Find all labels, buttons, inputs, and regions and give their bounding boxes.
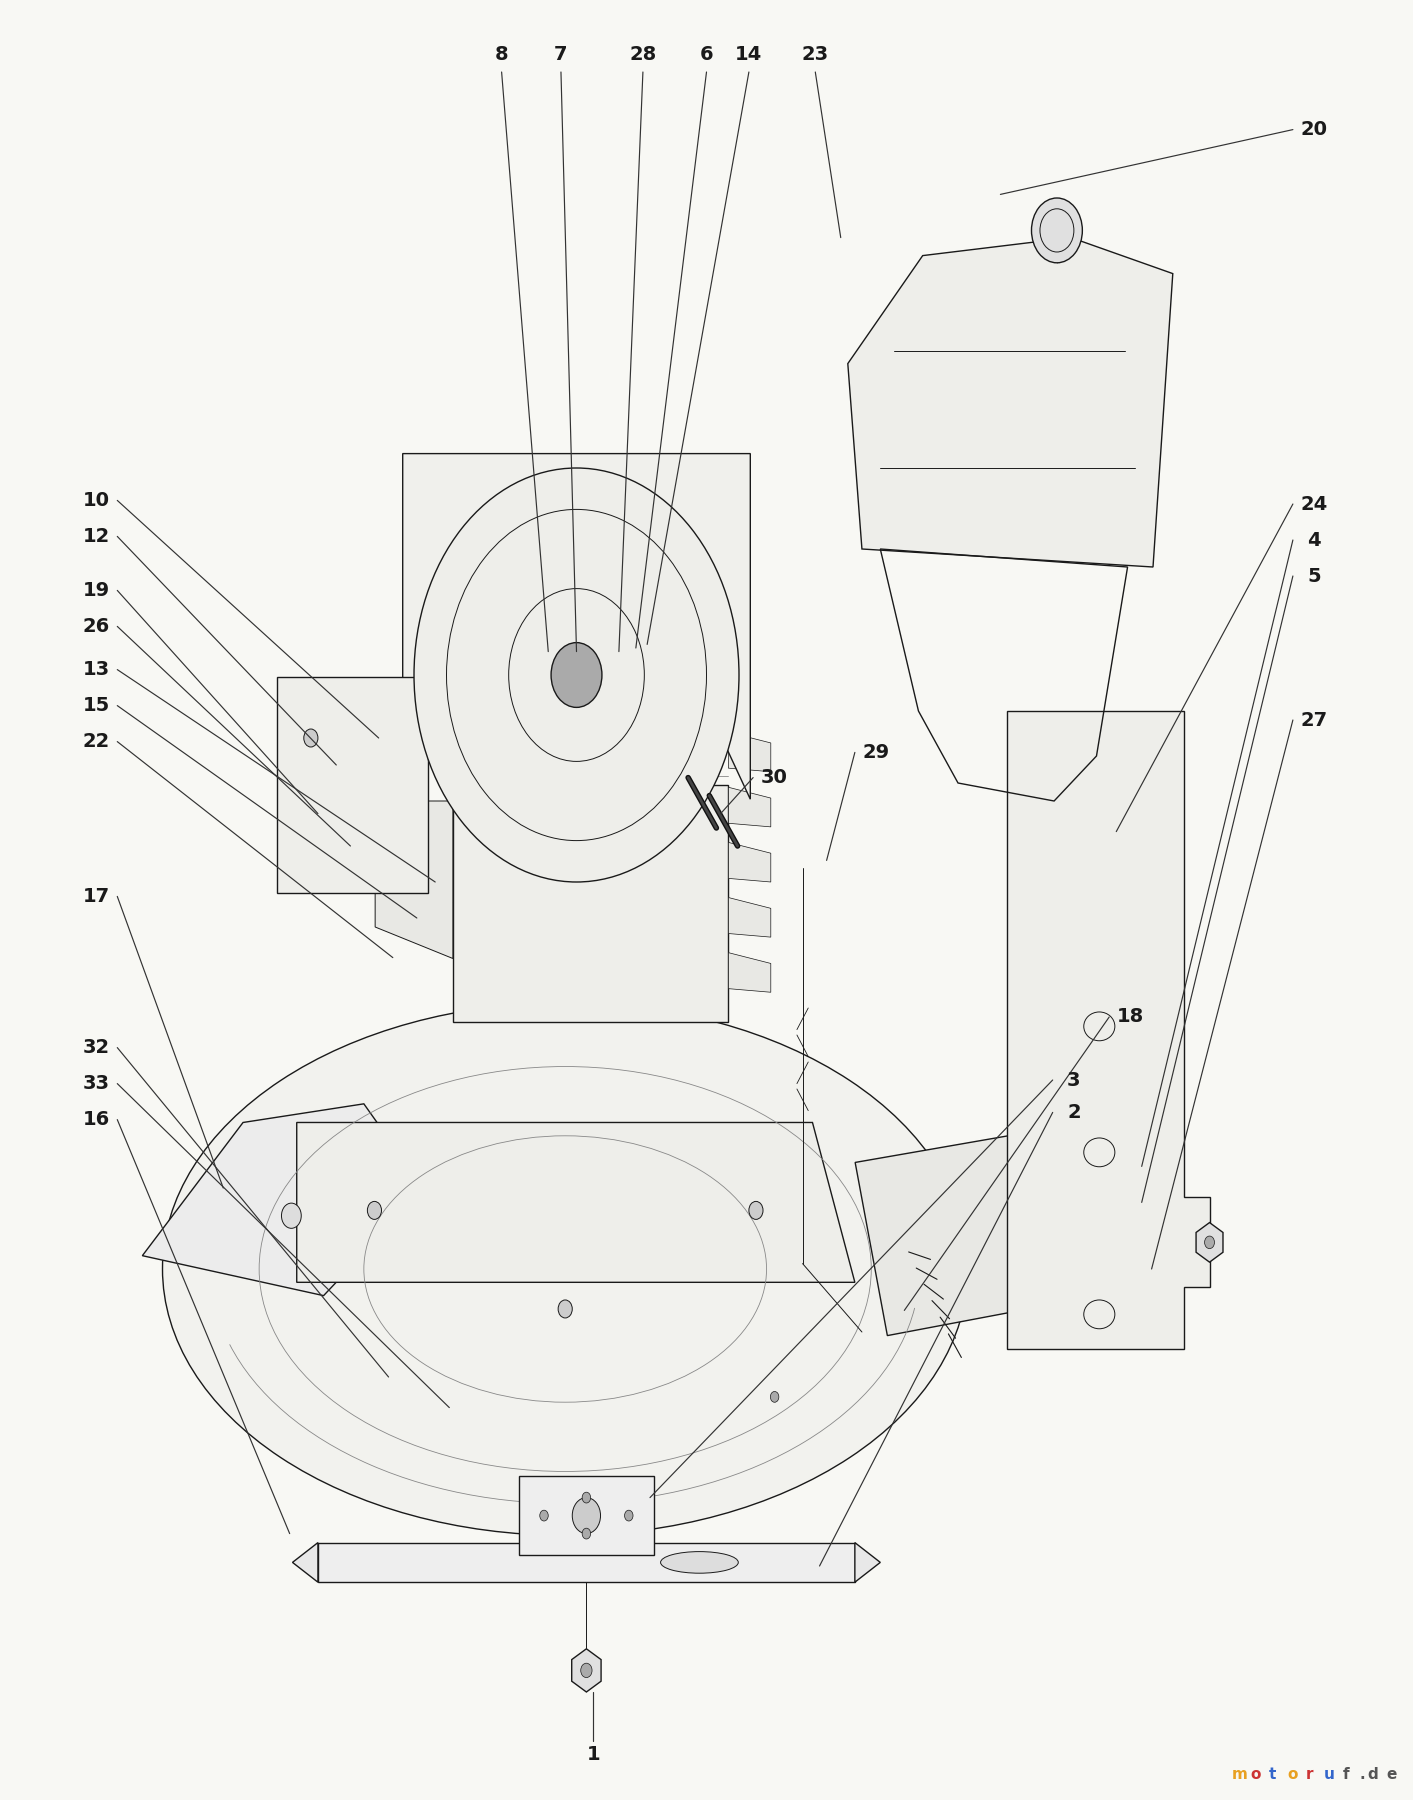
Polygon shape <box>297 1123 855 1282</box>
Polygon shape <box>143 1103 424 1296</box>
Ellipse shape <box>540 1510 548 1521</box>
Polygon shape <box>729 898 771 938</box>
Text: 6: 6 <box>699 45 714 63</box>
Ellipse shape <box>749 1201 763 1219</box>
Text: .: . <box>1359 1768 1365 1782</box>
Text: o: o <box>1251 1768 1260 1782</box>
Text: t: t <box>1269 1768 1276 1782</box>
Polygon shape <box>729 733 771 772</box>
Text: d: d <box>1368 1768 1379 1782</box>
Ellipse shape <box>162 1003 968 1535</box>
Text: 14: 14 <box>735 45 763 63</box>
Text: 27: 27 <box>1300 711 1328 729</box>
Text: 26: 26 <box>82 617 110 635</box>
Polygon shape <box>376 801 452 958</box>
Text: 19: 19 <box>82 581 110 599</box>
Ellipse shape <box>582 1492 591 1503</box>
Text: 7: 7 <box>554 45 568 63</box>
Text: 5: 5 <box>1307 567 1321 585</box>
Text: 8: 8 <box>495 45 509 63</box>
Ellipse shape <box>572 1498 601 1534</box>
Text: 29: 29 <box>862 743 890 761</box>
Text: 15: 15 <box>82 697 110 715</box>
Text: 13: 13 <box>82 661 110 679</box>
Ellipse shape <box>1031 198 1082 263</box>
Text: 23: 23 <box>801 45 829 63</box>
Text: f: f <box>1342 1768 1349 1782</box>
Polygon shape <box>277 677 428 893</box>
Text: u: u <box>1324 1768 1335 1782</box>
Ellipse shape <box>558 1300 572 1318</box>
Polygon shape <box>572 1649 601 1692</box>
Ellipse shape <box>770 1391 779 1402</box>
Text: 2: 2 <box>1067 1103 1081 1121</box>
Text: 33: 33 <box>82 1075 110 1093</box>
Ellipse shape <box>581 1663 592 1678</box>
Ellipse shape <box>1204 1237 1215 1249</box>
Ellipse shape <box>661 1552 738 1573</box>
Polygon shape <box>318 1543 855 1582</box>
Polygon shape <box>452 785 729 1022</box>
Text: 32: 32 <box>82 1039 110 1057</box>
Text: r: r <box>1306 1768 1313 1782</box>
Ellipse shape <box>304 729 318 747</box>
Polygon shape <box>848 238 1173 567</box>
Text: 16: 16 <box>82 1111 110 1129</box>
Text: o: o <box>1287 1768 1297 1782</box>
Text: 22: 22 <box>82 733 110 751</box>
Text: 1: 1 <box>586 1746 601 1764</box>
Text: 18: 18 <box>1116 1008 1145 1026</box>
Polygon shape <box>855 1543 880 1582</box>
Text: 4: 4 <box>1307 531 1321 549</box>
Text: 28: 28 <box>629 45 657 63</box>
Text: 24: 24 <box>1300 495 1328 513</box>
Ellipse shape <box>551 643 602 707</box>
Text: 20: 20 <box>1300 121 1328 139</box>
Text: 3: 3 <box>1067 1071 1081 1089</box>
Ellipse shape <box>281 1202 301 1228</box>
Text: 30: 30 <box>760 769 788 787</box>
Polygon shape <box>292 1543 318 1582</box>
Polygon shape <box>1195 1222 1224 1262</box>
Polygon shape <box>729 787 771 826</box>
Polygon shape <box>403 454 750 799</box>
Ellipse shape <box>625 1510 633 1521</box>
Ellipse shape <box>414 468 739 882</box>
Ellipse shape <box>367 1201 382 1219</box>
Polygon shape <box>1007 711 1210 1348</box>
Polygon shape <box>519 1476 654 1555</box>
Polygon shape <box>729 952 771 992</box>
Text: 10: 10 <box>82 491 110 509</box>
Text: 12: 12 <box>82 527 110 545</box>
Text: e: e <box>1386 1768 1396 1782</box>
Text: m: m <box>1232 1768 1248 1782</box>
Ellipse shape <box>582 1528 591 1539</box>
Polygon shape <box>855 1136 1029 1336</box>
Text: 17: 17 <box>82 887 110 905</box>
Polygon shape <box>729 842 771 882</box>
